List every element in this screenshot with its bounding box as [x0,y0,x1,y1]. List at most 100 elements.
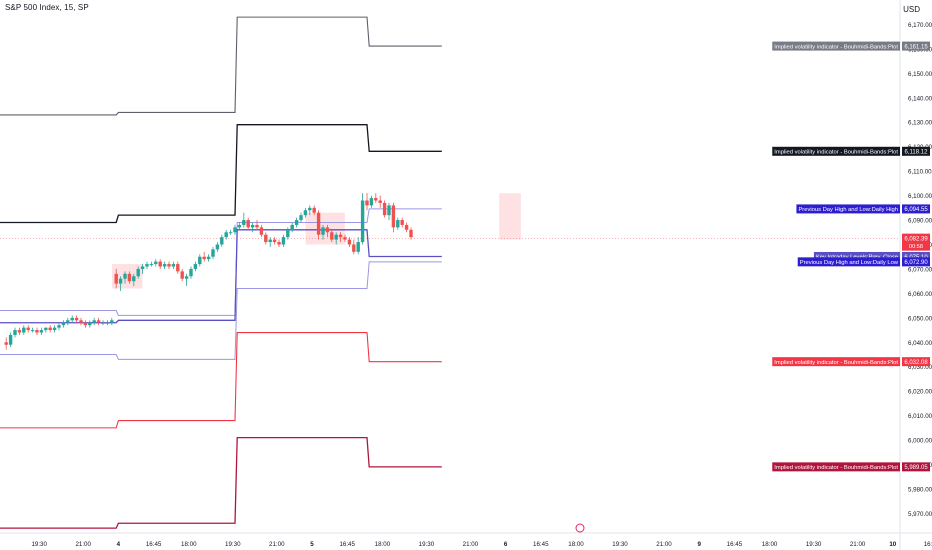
candle-body[interactable] [8,334,13,345]
candle-body[interactable] [369,198,374,206]
candle-body[interactable] [303,210,308,216]
x-tick-label: 16:45 [727,541,743,548]
candle-body[interactable] [316,212,321,235]
candle-body[interactable] [365,200,369,206]
candle-body[interactable] [387,205,391,216]
candle-body[interactable] [312,207,316,213]
candle-body[interactable] [180,271,184,279]
candle-body[interactable] [57,325,61,328]
candle-body[interactable] [127,273,132,282]
candle-body[interactable] [242,220,246,225]
candle-body[interactable] [26,327,30,331]
candle-body[interactable] [378,200,382,203]
candle-body[interactable] [66,320,70,323]
candle-body[interactable] [4,342,8,345]
symbol-title[interactable]: S&P 500 Index, 15, SP [5,3,89,12]
candle-body[interactable] [167,264,171,267]
currency-label[interactable]: USD [903,5,920,14]
candle-body[interactable] [22,327,26,333]
candle-body[interactable] [356,242,360,252]
candle-body[interactable] [255,224,259,228]
candle-body[interactable] [123,273,127,279]
candle-body[interactable] [382,202,387,216]
candle-body[interactable] [290,224,294,230]
candle-body[interactable] [17,330,22,333]
candle-body[interactable] [88,322,92,326]
candle-body[interactable] [250,224,255,228]
candle-body[interactable] [237,224,242,228]
candle-body[interactable] [294,220,299,225]
candle-body[interactable] [44,327,48,331]
candle-body[interactable] [171,264,176,267]
candle-body[interactable] [330,232,334,240]
candle-body[interactable] [105,322,110,324]
candle-body[interactable] [286,229,290,238]
indicator-name-label: Implied volatility indicator - Bouhmidi-… [774,44,898,50]
candle-body[interactable] [325,227,330,233]
candle-body[interactable] [334,234,338,240]
candle-body[interactable] [374,198,378,201]
candle-body[interactable] [404,224,409,230]
candle-body[interactable] [145,264,149,267]
candle-body[interactable] [215,244,220,250]
candle-body[interactable] [277,242,281,245]
candle-body[interactable] [396,220,400,228]
candle-body[interactable] [308,207,312,211]
candle-body[interactable] [39,330,44,333]
candle-body[interactable] [61,322,66,326]
candle-body[interactable] [184,276,189,279]
candle-body[interactable] [96,320,101,323]
candle-body[interactable] [79,320,83,323]
candle-body[interactable] [118,278,123,284]
candle-body[interactable] [176,264,180,272]
candle-body[interactable] [52,327,57,331]
candle-body[interactable] [154,261,158,265]
candle-body[interactable] [281,237,286,245]
candle-body[interactable] [162,264,167,267]
candle-body[interactable] [35,330,39,333]
x-tick-label: 19:30 [612,541,628,548]
candle-body[interactable] [347,239,352,245]
candle-body[interactable] [110,320,114,323]
candle-body[interactable] [409,229,413,238]
candle-body[interactable] [400,220,404,225]
candle-body[interactable] [224,232,228,238]
candle-body[interactable] [321,227,325,235]
candle-body[interactable] [189,268,193,277]
candle-body[interactable] [13,330,17,335]
candle-body[interactable] [193,264,198,269]
candle-body[interactable] [259,227,264,235]
candle-body[interactable] [114,273,118,284]
candle-body[interactable] [48,327,52,331]
candle-body[interactable] [132,276,136,282]
candle-body[interactable] [246,220,250,228]
candle-body[interactable] [158,261,162,267]
candle-body[interactable] [198,256,202,265]
candle-body[interactable] [360,200,365,243]
candle-body[interactable] [70,317,74,321]
candle-body[interactable] [220,237,224,245]
candle-body[interactable] [136,268,140,277]
candle-body[interactable] [233,227,237,233]
candle-body[interactable] [299,215,303,221]
candle-body[interactable] [272,239,277,243]
candle-body[interactable] [149,264,154,266]
candle-body[interactable] [101,322,105,324]
candle-body[interactable] [30,330,35,332]
candle-body[interactable] [206,256,211,260]
candle-body[interactable] [74,317,79,321]
candle-body[interactable] [228,232,233,234]
candle-body[interactable] [140,266,145,269]
candle-body[interactable] [352,244,356,252]
candle-body[interactable] [343,237,347,240]
candle-body[interactable] [268,239,272,243]
candle-body[interactable] [264,234,268,243]
candle-body[interactable] [211,249,215,257]
candle-body[interactable] [202,256,206,260]
candle-body[interactable] [92,320,96,323]
candle-body[interactable] [83,322,88,326]
candle-body[interactable] [391,205,396,228]
candle-body[interactable] [338,234,343,238]
